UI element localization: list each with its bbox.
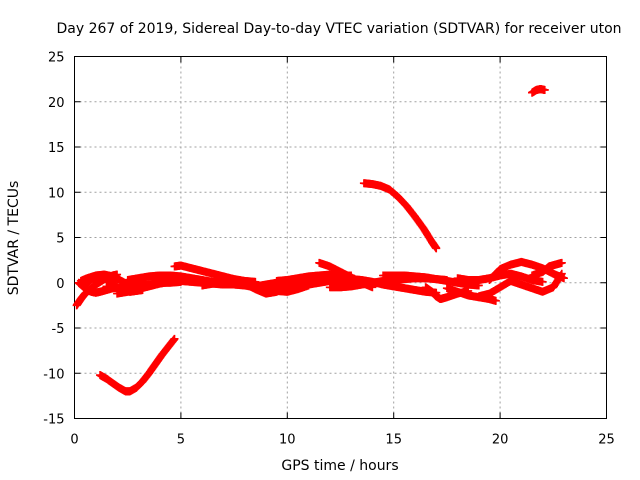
data-series-arc-25: [528, 258, 566, 280]
y-tick-label: -10: [43, 367, 64, 382]
data-points: [72, 85, 568, 396]
y-tick-label: -15: [43, 413, 64, 428]
x-tick-label: 10: [279, 433, 296, 448]
data-point: [170, 334, 179, 343]
y-tick-label: 0: [56, 277, 64, 292]
x-tick-label: 25: [598, 433, 615, 448]
data-series-arc-22: [453, 269, 547, 286]
axis-ticks: 0 5 10 15 20 25 -15 -10 -5 0 5 10 15 20 25: [43, 51, 615, 448]
x-tick-label: 20: [492, 433, 509, 448]
y-tick-label: 20: [48, 96, 65, 111]
x-tick-label: 5: [177, 433, 185, 448]
x-tick-label: 0: [70, 433, 78, 448]
data-point: [432, 244, 441, 253]
data-point: [538, 277, 547, 286]
data-point: [557, 258, 566, 267]
chart-title: Day 267 of 2019, Sidereal Day-to-day VTE…: [56, 21, 621, 37]
data-series-arc-18: [359, 179, 441, 253]
y-tick-label: 15: [48, 141, 65, 156]
data-series-arc-5: [96, 334, 179, 396]
data-series-arc-26: [528, 85, 549, 97]
data-point: [557, 269, 566, 278]
data-point: [540, 85, 549, 94]
y-tick-label: 5: [56, 232, 64, 247]
y-axis-label: SDTVAR / TECUs: [6, 181, 22, 296]
y-tick-label: 25: [48, 51, 65, 66]
x-axis-label: GPS time / hours: [281, 458, 398, 474]
data-series-arc-19: [379, 271, 483, 290]
x-tick-label: 15: [385, 433, 402, 448]
data-point: [491, 296, 500, 305]
y-tick-label: -5: [52, 322, 65, 337]
y-tick-label: 10: [48, 186, 65, 201]
data-series-arc-24: [474, 269, 566, 301]
